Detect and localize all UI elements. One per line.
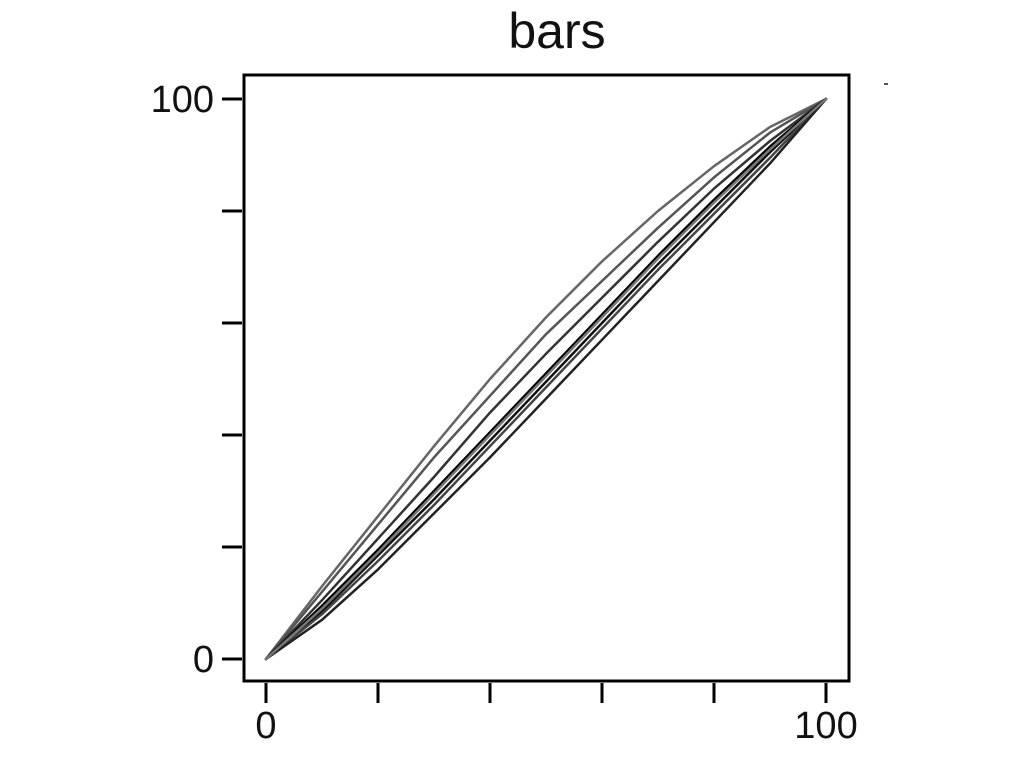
series-line-8	[264, 97, 828, 661]
series-line-3	[264, 97, 828, 661]
x-tick-label: 100	[794, 705, 857, 747]
series-layer	[264, 97, 828, 661]
plot-frame	[242, 73, 851, 683]
series-line-5	[264, 97, 828, 661]
y-tick-label: 100	[151, 79, 214, 121]
y-axis: 0 100	[151, 79, 242, 681]
series-line-1	[264, 97, 828, 661]
chart-title: bars	[508, 3, 605, 59]
x-tick-label: 0	[255, 705, 276, 747]
series-line-6	[264, 97, 828, 661]
series-line-7	[264, 97, 828, 661]
series-line-4	[264, 97, 828, 661]
series-line-2	[264, 97, 828, 661]
y-tick-label: 0	[193, 639, 214, 681]
x-axis: 0 100	[255, 683, 858, 747]
